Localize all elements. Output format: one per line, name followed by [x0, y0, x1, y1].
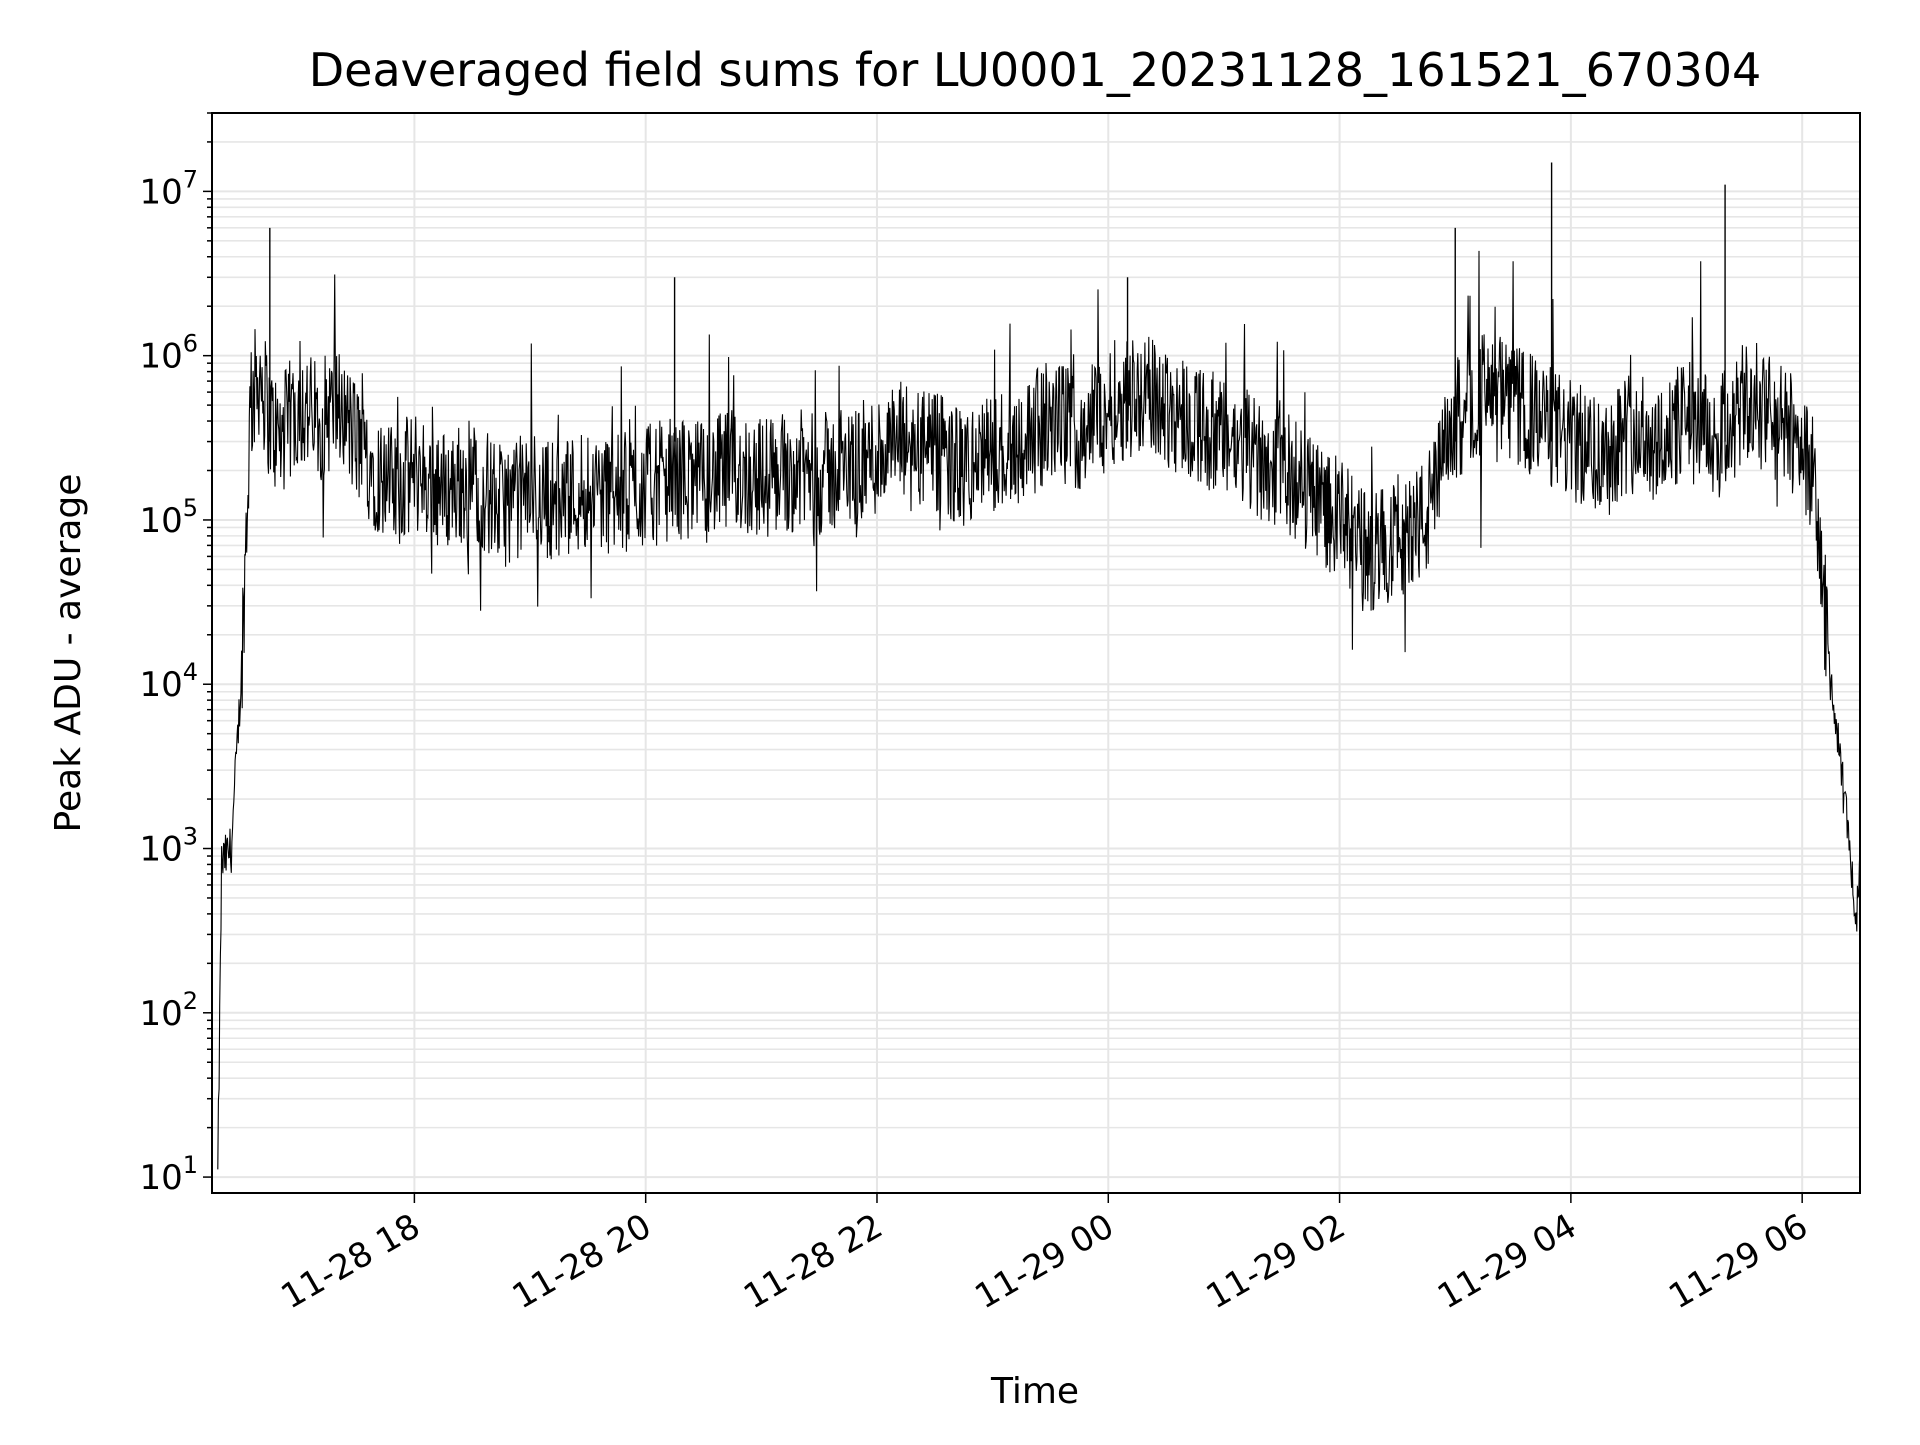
y-tick-label: 101	[139, 1151, 198, 1198]
y-tick-label: 103	[139, 823, 198, 870]
y-tick-label: 106	[139, 330, 198, 377]
grid-layer	[212, 112, 1860, 1193]
x-tick-label: 11-28 22	[737, 1206, 889, 1317]
x-tick-label: 11-29 04	[1431, 1206, 1583, 1317]
y-tick-label: 102	[139, 987, 198, 1034]
x-tick-label: 11-29 02	[1200, 1206, 1352, 1317]
y-tick-label: 104	[139, 658, 198, 705]
x-axis-label: Time	[990, 1371, 1079, 1412]
y-tick-label: 105	[139, 494, 198, 541]
series-layer	[217, 162, 1861, 1170]
y-tick-label: 107	[139, 165, 198, 212]
x-tick-label: 11-28 18	[274, 1206, 426, 1317]
x-tick-label: 11-28 20	[506, 1206, 658, 1317]
x-tick-label: 11-29 00	[968, 1206, 1120, 1317]
series-line	[217, 250, 1861, 1170]
chart-title: Deaveraged field sums for LU0001_2023112…	[309, 43, 1762, 97]
plot-frame	[211, 112, 1861, 1194]
y-axis-label: Peak ADU - average	[48, 474, 89, 833]
x-tick-label: 11-29 06	[1662, 1206, 1814, 1317]
tick-layer: 101 102 103 104 105 106 107 11-28 18 11-28 20 11-…	[139, 112, 1815, 1317]
